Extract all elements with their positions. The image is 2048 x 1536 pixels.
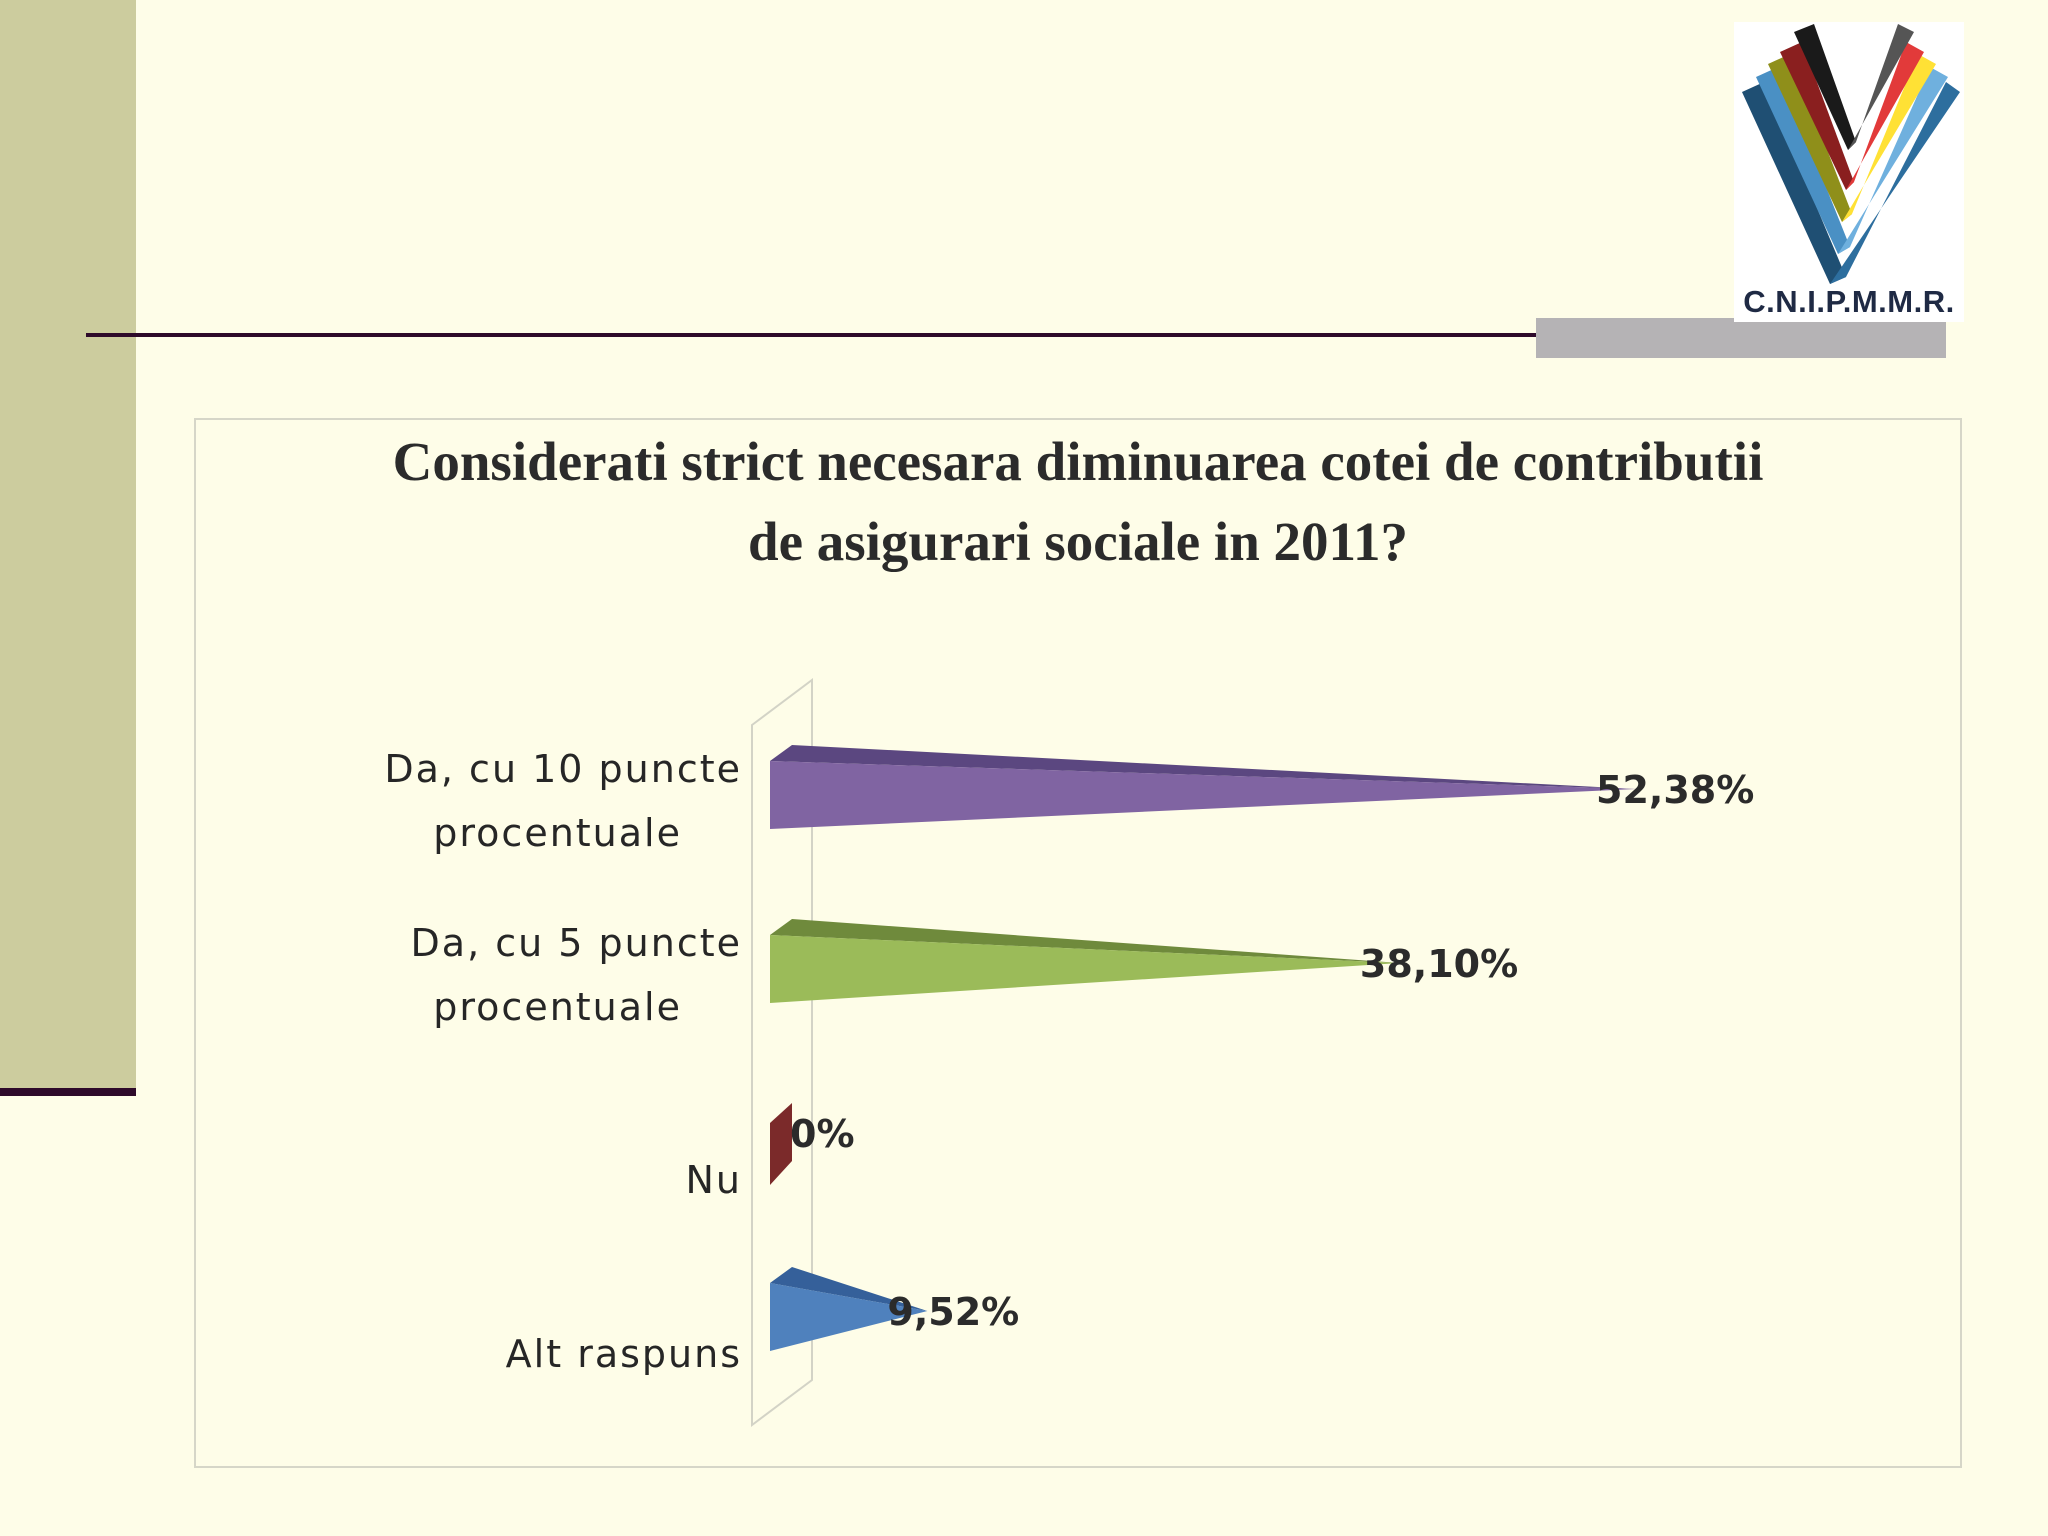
header-rule-accent	[1536, 318, 1946, 358]
bar-3	[770, 1283, 928, 1351]
bar-1	[770, 935, 1400, 1003]
bar-top-1	[770, 919, 1400, 963]
value-label-0: 52,38%	[1596, 768, 1754, 812]
logo-text: C.N.I.P.M.M.R.	[1743, 284, 1955, 319]
value-label-1: 38,10%	[1360, 942, 1518, 986]
category-label-0: Da, cu 10 puncte procentuale	[384, 747, 742, 855]
category-label-0-line-0: Da, cu 10 puncte	[384, 747, 742, 791]
category-label-1-line-0: Da, cu 5 puncte	[411, 921, 742, 965]
chart-title-line-2: de asigurari sociale in 2011?	[748, 511, 1408, 572]
bar-top-0	[770, 745, 1636, 789]
chart-frame	[194, 418, 1962, 1468]
header-rule-line	[86, 333, 1946, 337]
bar-0	[770, 761, 1636, 829]
category-label-3: Alt raspuns	[506, 1332, 742, 1376]
value-label-2: 0%	[790, 1112, 855, 1156]
value-label-3: 9,52%	[887, 1290, 1019, 1334]
side-decoration-bar	[0, 0, 136, 1088]
category-label-0-line-1: procentuale	[433, 811, 682, 855]
chart-axis-wall	[751, 678, 813, 1427]
bar-top-3	[770, 1267, 928, 1311]
chart-title: Considerati strict necesara diminuarea c…	[194, 422, 1962, 582]
category-label-2-line-0: Nu	[685, 1158, 742, 1202]
category-label-2: Nu	[685, 1158, 742, 1202]
chevron-logo-icon	[1742, 22, 1960, 284]
cnipmmr-logo: C.N.I.P.M.M.R.	[1734, 22, 1964, 322]
category-label-3-line-0: Alt raspuns	[506, 1332, 742, 1376]
chart-title-line-1: Considerati strict necesara diminuarea c…	[392, 431, 1764, 492]
category-label-1-line-1: procentuale	[433, 985, 682, 1029]
side-decoration-edge	[0, 1088, 136, 1096]
category-label-1: Da, cu 5 puncte procentuale	[411, 921, 742, 1029]
bar-2	[770, 1103, 792, 1185]
